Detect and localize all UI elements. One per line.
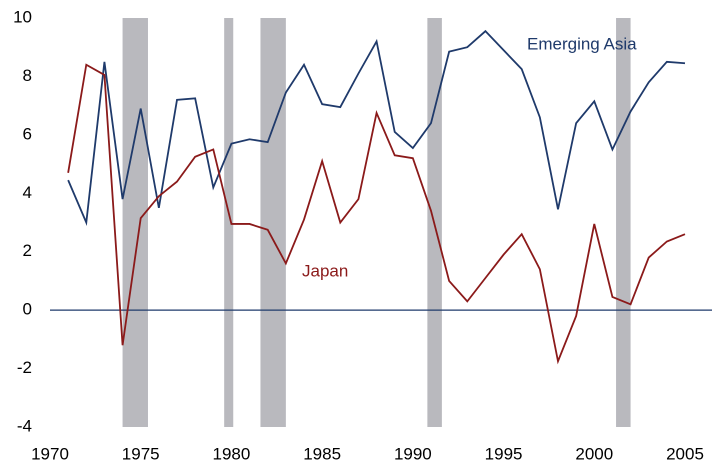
series-label: Emerging Asia — [527, 34, 637, 53]
x-tick-label: 1975 — [122, 444, 160, 463]
line-series — [67, 29, 686, 226]
y-tick-label: 8 — [23, 66, 32, 85]
y-tick-label: 10 — [13, 7, 32, 26]
series-label: Japan — [302, 261, 348, 280]
recession-band — [260, 18, 286, 427]
y-tick-label: 6 — [23, 124, 32, 143]
y-tick-label: -2 — [17, 358, 32, 377]
x-tick-label: 1970 — [31, 444, 69, 463]
x-tick-label: 2000 — [575, 444, 613, 463]
y-tick-label: -4 — [17, 416, 32, 435]
recession-band — [224, 18, 234, 427]
x-tick-label: 1990 — [394, 444, 432, 463]
x-tick-label: 1980 — [213, 444, 251, 463]
x-tick-label: 1985 — [303, 444, 341, 463]
recession-band — [122, 18, 148, 427]
y-tick-label: 0 — [23, 300, 32, 319]
x-tick-label: 2005 — [666, 444, 704, 463]
recession-band — [616, 18, 631, 427]
y-tick-label: 4 — [23, 183, 32, 202]
x-tick-label: 1995 — [485, 444, 523, 463]
y-tick-label: 2 — [23, 241, 32, 260]
line-series — [67, 63, 686, 365]
